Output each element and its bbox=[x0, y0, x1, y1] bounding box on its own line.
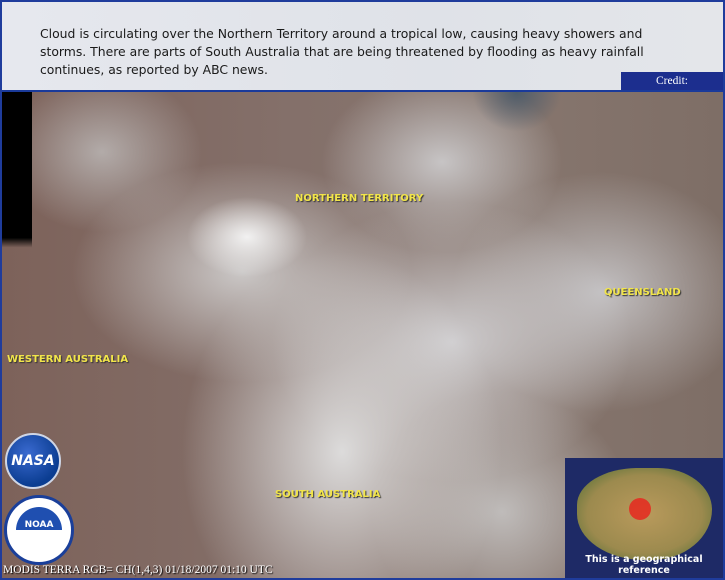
nasa-logo-text: NASA bbox=[11, 453, 55, 469]
caption-panel: Cloud is circulating over the Northern T… bbox=[2, 2, 723, 90]
nasa-logo: NASA bbox=[5, 433, 61, 489]
noaa-logo-text: NOAA bbox=[24, 520, 54, 530]
noaa-logo: NOAA bbox=[4, 495, 74, 565]
credit-badge: Credit: NOAA/NASA bbox=[621, 72, 723, 105]
label-queensland: QUEENSLAND bbox=[604, 287, 681, 298]
reference-inset-map: This is a geographical reference bbox=[565, 458, 723, 578]
inset-caption: This is a geographical reference bbox=[585, 554, 703, 576]
label-western-australia: WESTERN AUSTRALIA bbox=[7, 354, 129, 365]
label-south-australia: SOUTH AUSTRALIA bbox=[275, 489, 381, 500]
label-northern-territory: NORTHERN TERRITORY bbox=[295, 193, 424, 204]
region-highlight-marker bbox=[629, 498, 651, 520]
instrument-caption: MODIS TERRA RGB= CH(1,4,3) 01/18/2007 01… bbox=[3, 564, 273, 576]
gulf-region bbox=[472, 92, 562, 132]
caption-text: Cloud is circulating over the Northern T… bbox=[40, 26, 644, 77]
noaa-emblem: NOAA bbox=[16, 507, 62, 553]
